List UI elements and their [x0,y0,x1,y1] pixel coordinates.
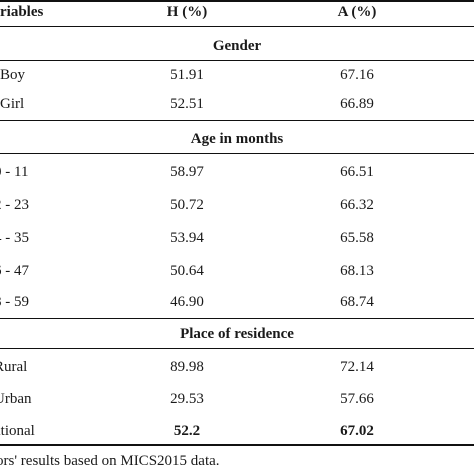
table-bottom-rule [0,444,474,446]
row-h-value: 53.94 [170,230,204,246]
section-gender: Gender [212,38,262,54]
section-age: Age in months [190,131,284,147]
table-top-rule [0,0,474,2]
row-a-value: 66.32 [340,197,374,213]
row-h-value: 58.97 [170,164,204,180]
gender-end-rule [0,120,474,121]
row-h-value: 50.64 [170,263,204,279]
row-a-value: 67.16 [340,67,374,83]
row-h-value: 89.98 [170,359,204,375]
row-a-value: 68.74 [340,294,374,310]
table-footnote: ors' results based on MICS2015 data. [0,453,220,469]
row-h-value: 46.90 [170,294,204,310]
row-label: Urban [0,391,32,407]
row-label: 0 - 11 [0,164,29,180]
age-end-rule [0,318,474,319]
row-label: 4 - 35 [0,230,29,246]
section-age-rule [0,153,474,154]
row-a-value-national: 67.02 [340,423,374,439]
row-label: Boy [0,67,26,83]
row-h-value-national: 52.2 [173,423,201,439]
row-label-national: ational [0,423,35,439]
header-rule [0,26,474,27]
row-a-value: 66.51 [340,164,374,180]
section-residence: Place of residence [180,326,294,342]
row-label: Girl [0,96,25,112]
row-a-value: 72.14 [340,359,374,375]
row-a-value: 66.89 [340,96,374,112]
row-a-value: 65.58 [340,230,374,246]
column-header-a: A (%) [337,4,377,20]
row-label: 6 - 47 [0,263,29,279]
column-header-variables: riables [0,4,44,20]
row-label: 8 - 59 [0,294,29,310]
section-residence-rule [0,348,474,349]
row-h-value: 51.91 [170,67,204,83]
row-h-value: 29.53 [170,391,204,407]
row-h-value: 50.72 [170,197,204,213]
section-gender-rule [0,60,474,61]
column-header-h: H (%) [166,4,208,20]
row-label: 2 - 23 [0,197,29,213]
row-a-value: 57.66 [340,391,374,407]
row-a-value: 68.13 [340,263,374,279]
row-h-value: 52.51 [170,96,204,112]
row-label: Rural [0,359,28,375]
